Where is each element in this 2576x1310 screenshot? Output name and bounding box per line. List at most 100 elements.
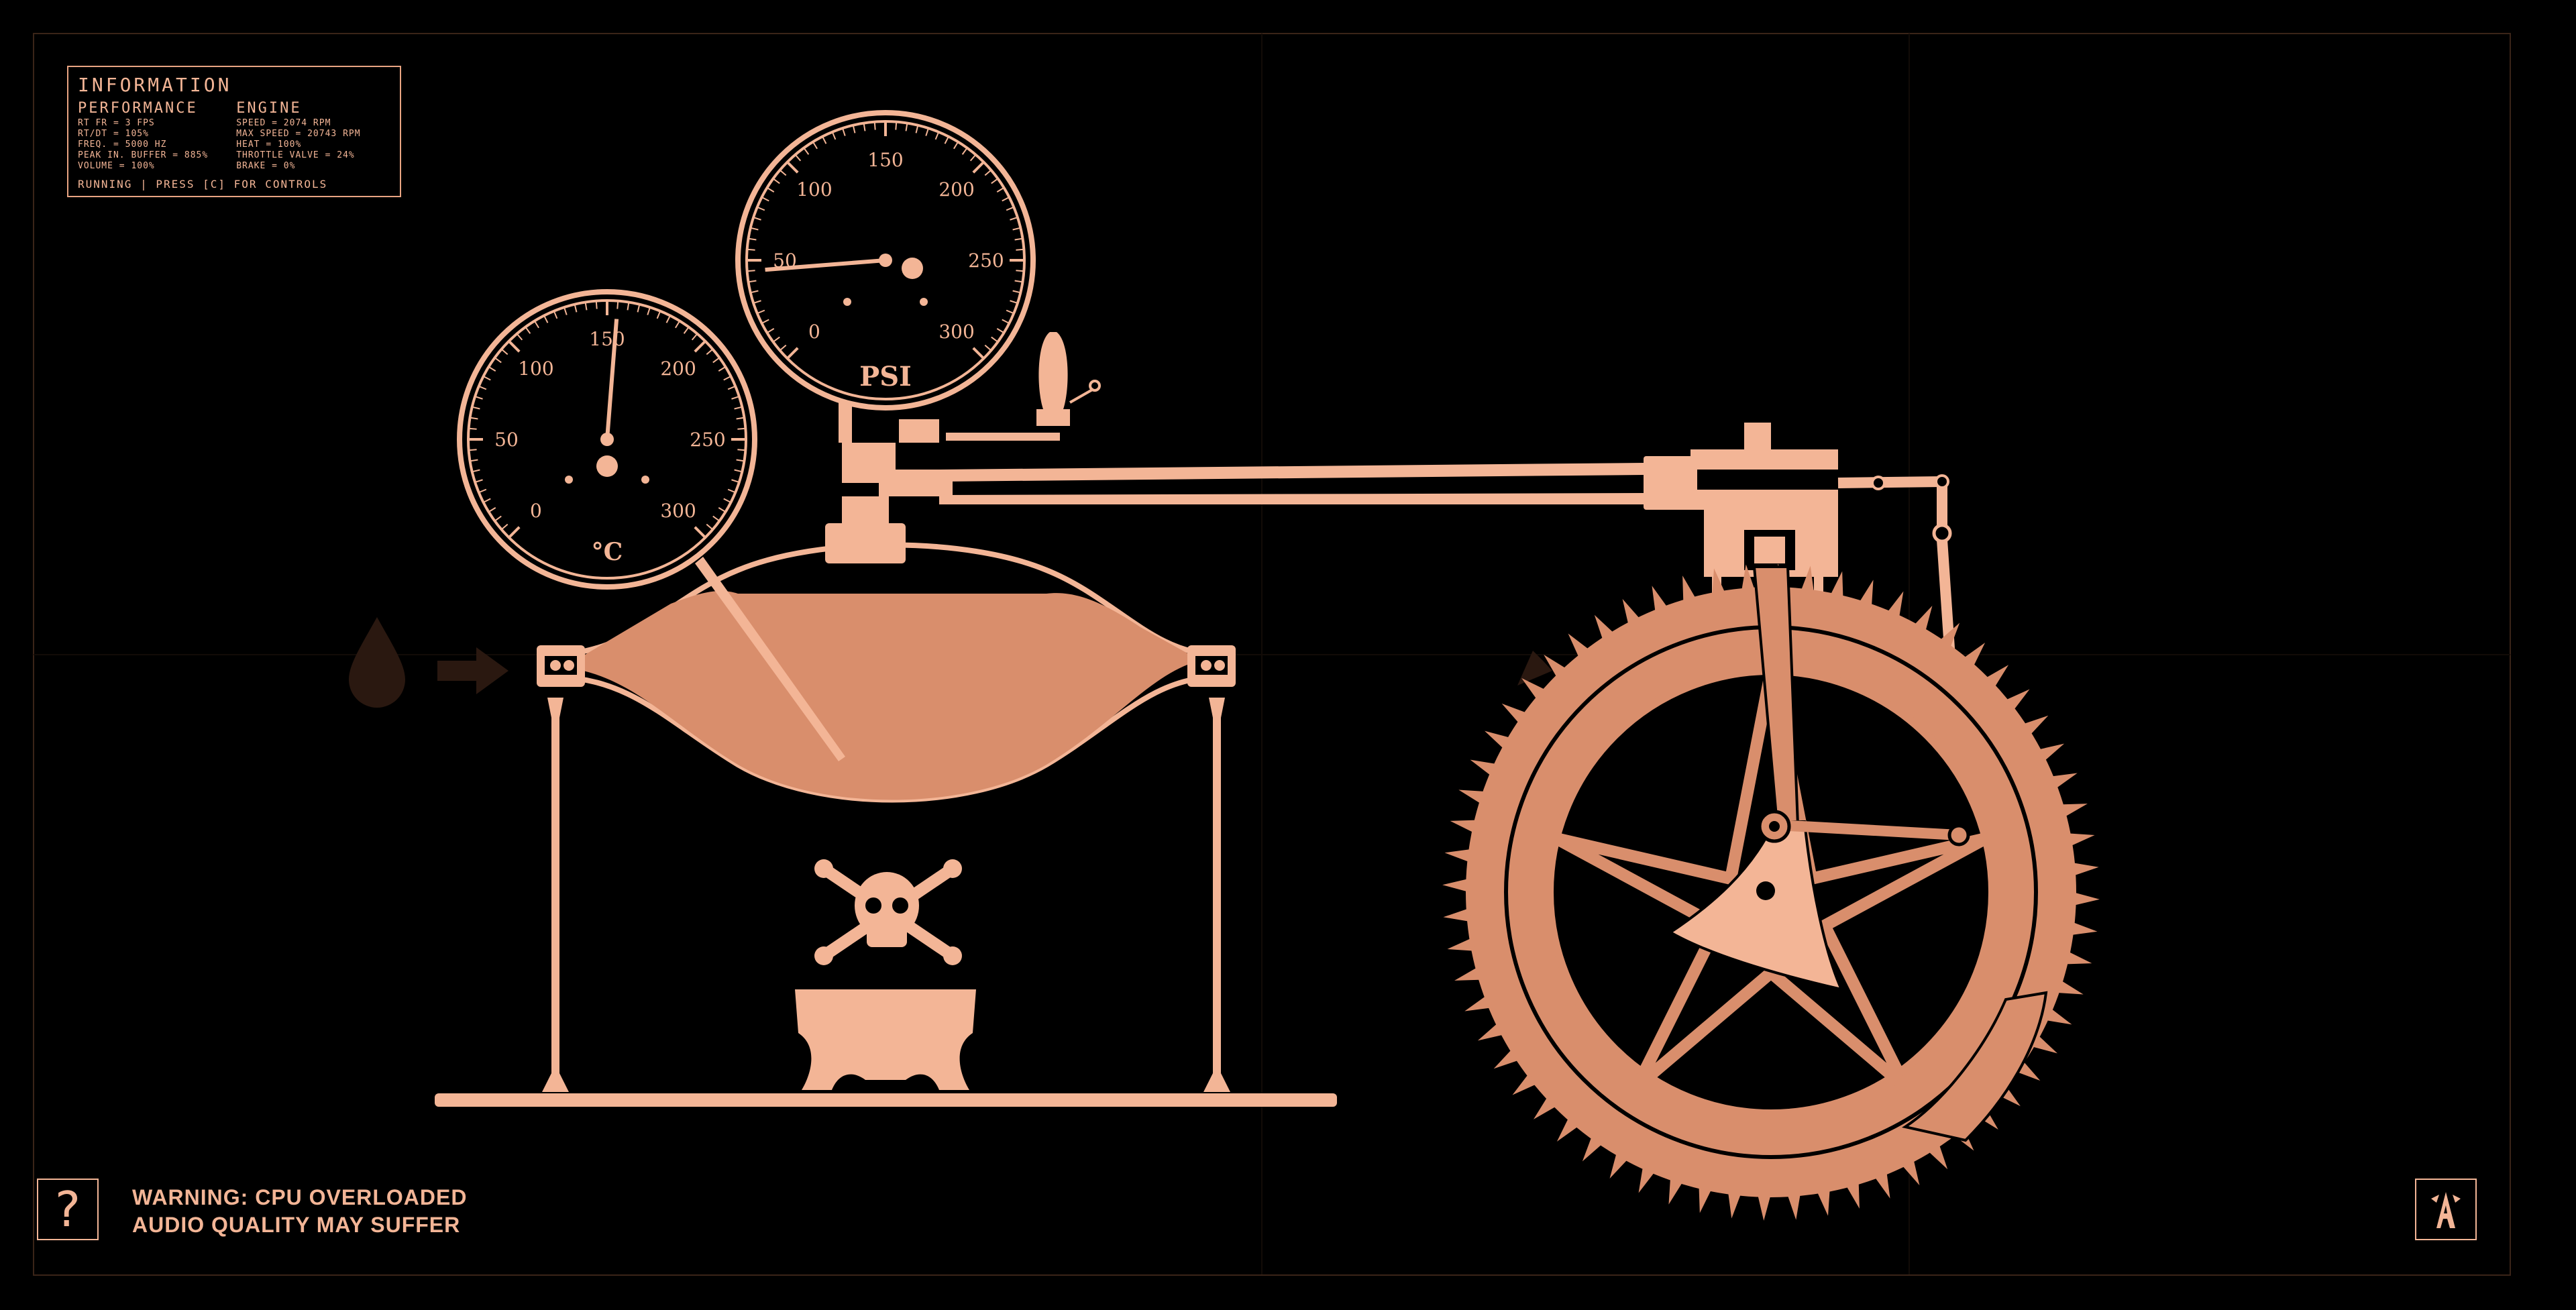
- gauge-tick: [478, 488, 487, 494]
- brake-shoe[interactable]: [1901, 991, 2048, 1142]
- gauge-tick: [508, 340, 521, 353]
- gauge-tick: [1010, 217, 1018, 221]
- gauge-tick: [761, 197, 769, 202]
- flywheel-tooth: [1801, 565, 1815, 594]
- engine-heading: ENGINE: [236, 100, 302, 117]
- gauge-tick: [786, 161, 799, 174]
- gauge-tick: [483, 376, 491, 381]
- gauge-tick-label: 50: [494, 429, 519, 451]
- gauge-tick: [734, 469, 743, 473]
- lubricator: [946, 332, 1101, 441]
- flywheel-tooth: [1512, 1073, 1538, 1095]
- arrow-down-left-icon: [1517, 634, 1570, 686]
- flywheel-tooth: [1927, 1143, 1948, 1170]
- gauge-tick: [737, 449, 746, 451]
- cpu-warning: WARNING: CPU OVERLOADED AUDIO QUALITY MA…: [132, 1184, 467, 1239]
- gauge-tick: [772, 178, 780, 184]
- warning-line-1: WARNING: CPU OVERLOADED: [132, 1185, 468, 1209]
- gauge-needle: [605, 319, 619, 440]
- gauge-tick: [494, 515, 502, 522]
- gauge-tick: [595, 301, 598, 309]
- warning-line-2: AUDIO QUALITY MAY SUFFER: [132, 1213, 461, 1237]
- gauge-tick: [779, 169, 787, 176]
- flywheel-tooth: [2049, 773, 2078, 789]
- gauge-tick: [972, 161, 985, 174]
- gauge-tick: [472, 469, 480, 473]
- flywheel-tooth: [1622, 598, 1641, 626]
- flywheel-tooth: [2070, 922, 2098, 936]
- flywheel-tooth: [1913, 606, 1933, 633]
- gauge-tick: [812, 141, 818, 150]
- gauge-tick: [543, 315, 549, 323]
- flywheel-tooth: [2055, 979, 2084, 995]
- gauge-tick: [718, 507, 727, 513]
- flywheel-tooth: [1682, 576, 1697, 604]
- gauge-tick: [748, 237, 757, 241]
- gauge-tick: [1010, 300, 1018, 304]
- gauge-tick: [1012, 227, 1021, 231]
- crank-arm: [1668, 820, 1844, 991]
- flywheel-tooth: [2044, 1007, 2072, 1025]
- flywheel-tooth: [1712, 568, 1726, 596]
- flywheel-tooth: [1568, 633, 1591, 659]
- left-leg: [542, 698, 569, 1092]
- gauge-tick: [574, 304, 578, 313]
- gauge-tick: [991, 336, 999, 343]
- flywheel-tooth: [1582, 1135, 1603, 1162]
- engine-line: THROTTLE VALVE = 24%: [236, 150, 355, 160]
- skull-crossbones-icon[interactable]: [814, 859, 962, 965]
- flywheel-tooth: [1443, 908, 1471, 922]
- gauge-tick-label: 200: [938, 178, 974, 201]
- gauge-tick: [1014, 280, 1023, 283]
- gauge-tick-label: 0: [808, 321, 820, 343]
- flywheel-tooth: [1442, 878, 1470, 892]
- a-logo-icon[interactable]: [2415, 1179, 2477, 1240]
- flywheel-tooth: [2072, 892, 2100, 906]
- perf-line: RT/DT = 105%: [78, 129, 149, 139]
- gauge-tick: [731, 396, 740, 400]
- gauge-tick: [706, 523, 714, 531]
- flywheel-tooth: [2063, 950, 2092, 965]
- boiler-water: [564, 590, 1201, 800]
- information-panel: INFORMATION PERFORMANCE RT FR = 3 FPS RT…: [67, 66, 401, 197]
- flywheel-tooth: [1757, 1193, 1771, 1221]
- gauge-tick: [553, 311, 558, 319]
- flywheel-tooth: [1444, 849, 1472, 863]
- flywheel-tooth: [1477, 1022, 1505, 1041]
- gauge-tick: [723, 376, 731, 381]
- gauge-tick: [683, 326, 690, 334]
- flywheel-tooth: [1727, 1191, 1741, 1219]
- gauge-tick: [584, 302, 588, 311]
- flywheel-tooth: [1652, 586, 1668, 614]
- gauge-tick: [766, 328, 775, 334]
- flywheel-tooth: [2030, 1034, 2057, 1054]
- gauge-tick: [488, 507, 496, 513]
- flywheel-tooth: [1829, 571, 1843, 600]
- water-drop-icon[interactable]: [349, 617, 405, 708]
- help-button[interactable]: ?: [37, 1179, 99, 1240]
- flywheel-tooth: [1470, 759, 1498, 777]
- gauge-tick: [656, 311, 661, 319]
- gauge-tick: [500, 523, 508, 531]
- gauge-tick: [996, 186, 1005, 193]
- engine-line: BRAKE = 0%: [236, 161, 296, 171]
- gauge-tick: [779, 344, 787, 351]
- engine-line: MAX SPEED = 20743 RPM: [236, 129, 361, 139]
- flywheel-tooth: [1901, 1158, 1920, 1186]
- performance-heading: PERFORMANCE: [78, 100, 198, 117]
- gauge-tick: [772, 336, 780, 343]
- gauge-tick: [494, 357, 502, 364]
- gauge-tick: [991, 178, 999, 184]
- gauge-tick: [753, 300, 761, 304]
- gauge-tick: [757, 206, 765, 211]
- gauge-tick: [736, 417, 745, 420]
- gauge-tick: [627, 302, 630, 311]
- burner: [795, 989, 976, 1090]
- flywheel-tooth: [1845, 1181, 1860, 1209]
- perf-line: PEAK IN. BUFFER = 885%: [78, 150, 209, 160]
- gauge-tick: [712, 515, 720, 522]
- flywheel-tooth: [1485, 730, 1512, 750]
- gauge-tick: [842, 127, 846, 136]
- gauge-tick: [1002, 319, 1010, 324]
